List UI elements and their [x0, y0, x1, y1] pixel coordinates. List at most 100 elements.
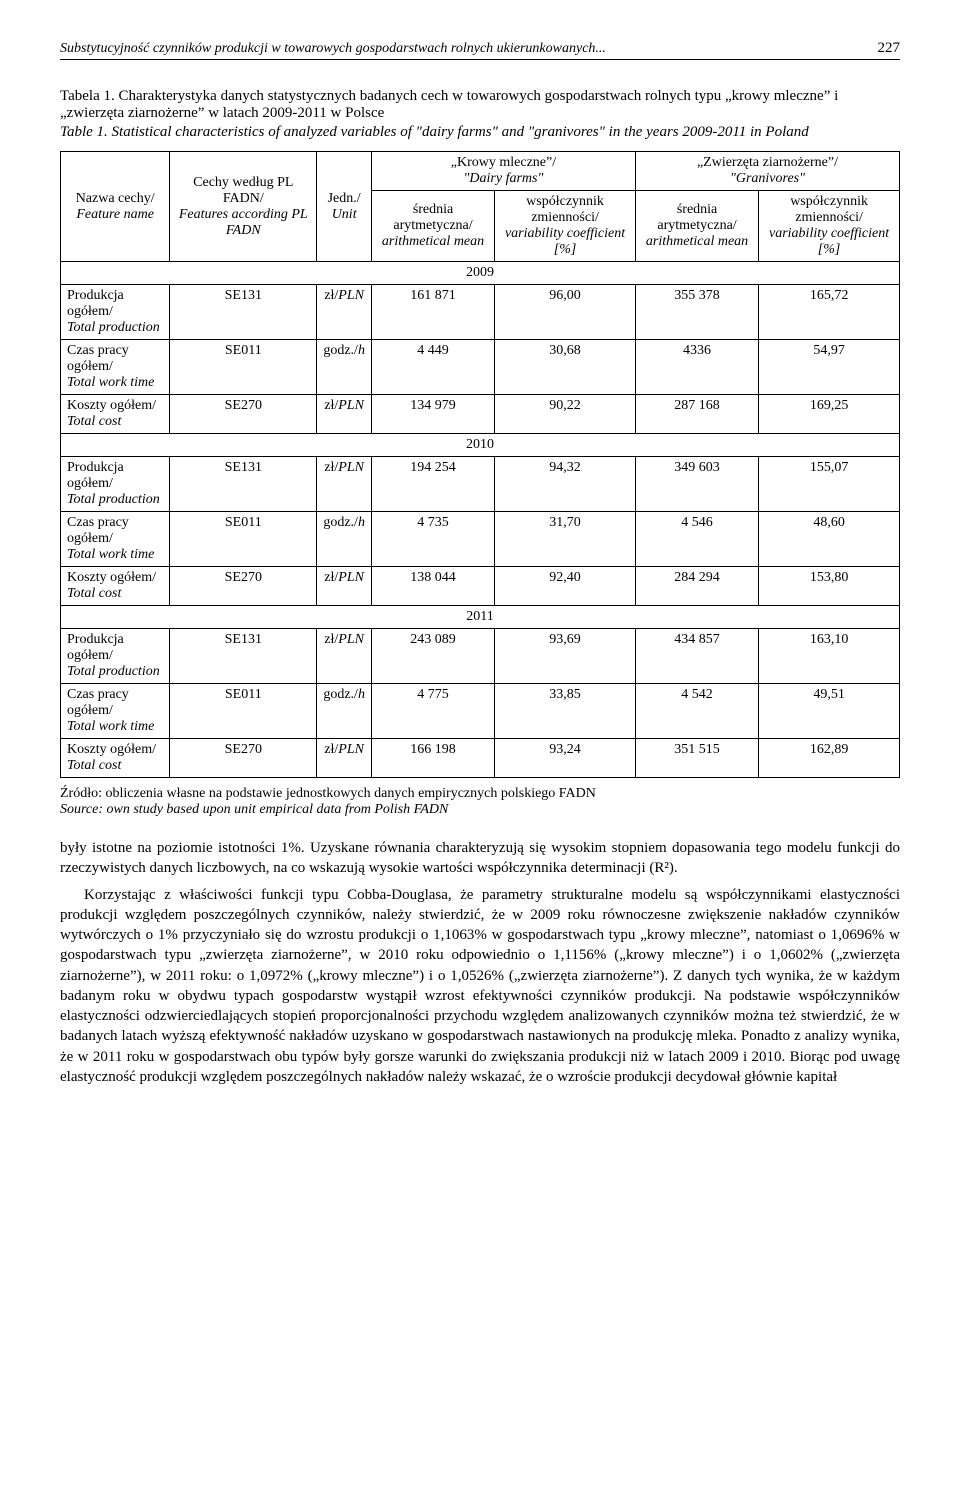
- cell-value: 355 378: [635, 285, 758, 340]
- page-number: 227: [878, 40, 901, 57]
- cell-value: 93,69: [495, 629, 636, 684]
- table-caption: Tabela 1. Charakterystyka danych statyst…: [60, 88, 900, 141]
- source-en: Source: own study based upon unit empiri…: [60, 802, 448, 817]
- cell-feature: Koszty ogółem/Total cost: [61, 739, 170, 778]
- cell-value: 284 294: [635, 567, 758, 606]
- th-gran-cv: współczynnik zmienności/ variability coe…: [759, 191, 900, 262]
- cell-value: 54,97: [759, 340, 900, 395]
- cell-value: 134 979: [371, 395, 494, 434]
- cell-value: 169,25: [759, 395, 900, 434]
- table-caption-en: Table 1. Statistical characteristics of …: [60, 124, 900, 141]
- cell-value: 4 449: [371, 340, 494, 395]
- cell-value: 194 254: [371, 457, 494, 512]
- cell-value: 48,60: [759, 512, 900, 567]
- year-row-2010: 2010: [61, 434, 900, 457]
- cell-feature: Czas pracy ogółem/Total work time: [61, 684, 170, 739]
- cell-feature: Produkcja ogółem/Total production: [61, 629, 170, 684]
- cell-code: SE011: [170, 512, 317, 567]
- cell-code: SE270: [170, 567, 317, 606]
- cell-unit: godz./h: [317, 684, 372, 739]
- cell-value: 90,22: [495, 395, 636, 434]
- th-feature: Nazwa cechy/ Feature name: [61, 152, 170, 262]
- cell-value: 94,32: [495, 457, 636, 512]
- cell-value: 287 168: [635, 395, 758, 434]
- cell-feature: Koszty ogółem/Total cost: [61, 567, 170, 606]
- cell-value: 138 044: [371, 567, 494, 606]
- cell-value: 243 089: [371, 629, 494, 684]
- body-paragraph-1: były istotne na poziomie istotności 1%. …: [60, 838, 900, 879]
- cell-value: 4 775: [371, 684, 494, 739]
- cell-code: SE131: [170, 457, 317, 512]
- cell-feature: Czas pracy ogółem/Total work time: [61, 340, 170, 395]
- running-header: Substytucyjność czynników produkcji w to…: [60, 40, 900, 60]
- cell-code: SE011: [170, 340, 317, 395]
- cell-value: 93,24: [495, 739, 636, 778]
- year-row-2011: 2011: [61, 606, 900, 629]
- cell-value: 4 735: [371, 512, 494, 567]
- year-cell: 2009: [61, 262, 900, 285]
- cell-value: 351 515: [635, 739, 758, 778]
- cell-code: SE131: [170, 629, 317, 684]
- year-row-2009: 2009: [61, 262, 900, 285]
- table-row: Koszty ogółem/Total cost SE270 zł/PLN 13…: [61, 567, 900, 606]
- cell-code: SE131: [170, 285, 317, 340]
- table-row: Czas pracy ogółem/Total work time SE011 …: [61, 512, 900, 567]
- cell-value: 155,07: [759, 457, 900, 512]
- cell-value: 4 546: [635, 512, 758, 567]
- table-row: Produkcja ogółem/Total production SE131 …: [61, 457, 900, 512]
- cell-value: 165,72: [759, 285, 900, 340]
- table-header-row-1: Nazwa cechy/ Feature name Cechy według P…: [61, 152, 900, 191]
- cell-value: 349 603: [635, 457, 758, 512]
- cell-value: 33,85: [495, 684, 636, 739]
- th-fadn: Cechy według PL FADN/ Features according…: [170, 152, 317, 262]
- cell-unit: zł/PLN: [317, 739, 372, 778]
- cell-value: 92,40: [495, 567, 636, 606]
- cell-unit: godz./h: [317, 512, 372, 567]
- cell-feature: Koszty ogółem/Total cost: [61, 395, 170, 434]
- table-row: Koszty ogółem/Total cost SE270 zł/PLN 13…: [61, 395, 900, 434]
- cell-value: 4 542: [635, 684, 758, 739]
- th-granivores: „Zwierzęta ziarnożerne”/ "Granivores": [635, 152, 899, 191]
- cell-value: 161 871: [371, 285, 494, 340]
- th-unit: Jedn./ Unit: [317, 152, 372, 262]
- th-gran-mean: średnia arytmetyczna/ arithmetical mean: [635, 191, 758, 262]
- cell-value: 166 198: [371, 739, 494, 778]
- table-number-pl: Tabela 1. Charakterystyka danych statyst…: [60, 88, 900, 122]
- cell-feature: Produkcja ogółem/Total production: [61, 285, 170, 340]
- source-pl: Źródło: obliczenia własne na podstawie j…: [60, 786, 596, 801]
- cell-value: 49,51: [759, 684, 900, 739]
- cell-unit: zł/PLN: [317, 567, 372, 606]
- cell-value: 4336: [635, 340, 758, 395]
- cell-value: 30,68: [495, 340, 636, 395]
- cell-unit: godz./h: [317, 340, 372, 395]
- table-row: Produkcja ogółem/Total production SE131 …: [61, 285, 900, 340]
- cell-value: 96,00: [495, 285, 636, 340]
- cell-feature: Produkcja ogółem/Total production: [61, 457, 170, 512]
- cell-code: SE270: [170, 395, 317, 434]
- cell-unit: zł/PLN: [317, 457, 372, 512]
- body-paragraph-2: Korzystając z właściwości funkcji typu C…: [60, 885, 900, 1088]
- th-dairy-mean: średnia arytmetyczna/ arithmetical mean: [371, 191, 494, 262]
- cell-value: 434 857: [635, 629, 758, 684]
- year-cell: 2011: [61, 606, 900, 629]
- year-cell: 2010: [61, 434, 900, 457]
- cell-code: SE270: [170, 739, 317, 778]
- cell-unit: zł/PLN: [317, 285, 372, 340]
- cell-unit: zł/PLN: [317, 395, 372, 434]
- cell-value: 31,70: [495, 512, 636, 567]
- table-source: Źródło: obliczenia własne na podstawie j…: [60, 786, 900, 818]
- cell-value: 163,10: [759, 629, 900, 684]
- cell-code: SE011: [170, 684, 317, 739]
- table-row: Czas pracy ogółem/Total work time SE011 …: [61, 340, 900, 395]
- cell-value: 153,80: [759, 567, 900, 606]
- table-row: Produkcja ogółem/Total production SE131 …: [61, 629, 900, 684]
- running-title: Substytucyjność czynników produkcji w to…: [60, 41, 606, 57]
- cell-feature: Czas pracy ogółem/Total work time: [61, 512, 170, 567]
- statistical-table: Nazwa cechy/ Feature name Cechy według P…: [60, 151, 900, 778]
- table-row: Czas pracy ogółem/Total work time SE011 …: [61, 684, 900, 739]
- th-dairy-cv: współczynnik zmienności/ variability coe…: [495, 191, 636, 262]
- th-dairy: „Krowy mleczne”/ "Dairy farms": [371, 152, 635, 191]
- cell-value: 162,89: [759, 739, 900, 778]
- table-row: Koszty ogółem/Total cost SE270 zł/PLN 16…: [61, 739, 900, 778]
- cell-unit: zł/PLN: [317, 629, 372, 684]
